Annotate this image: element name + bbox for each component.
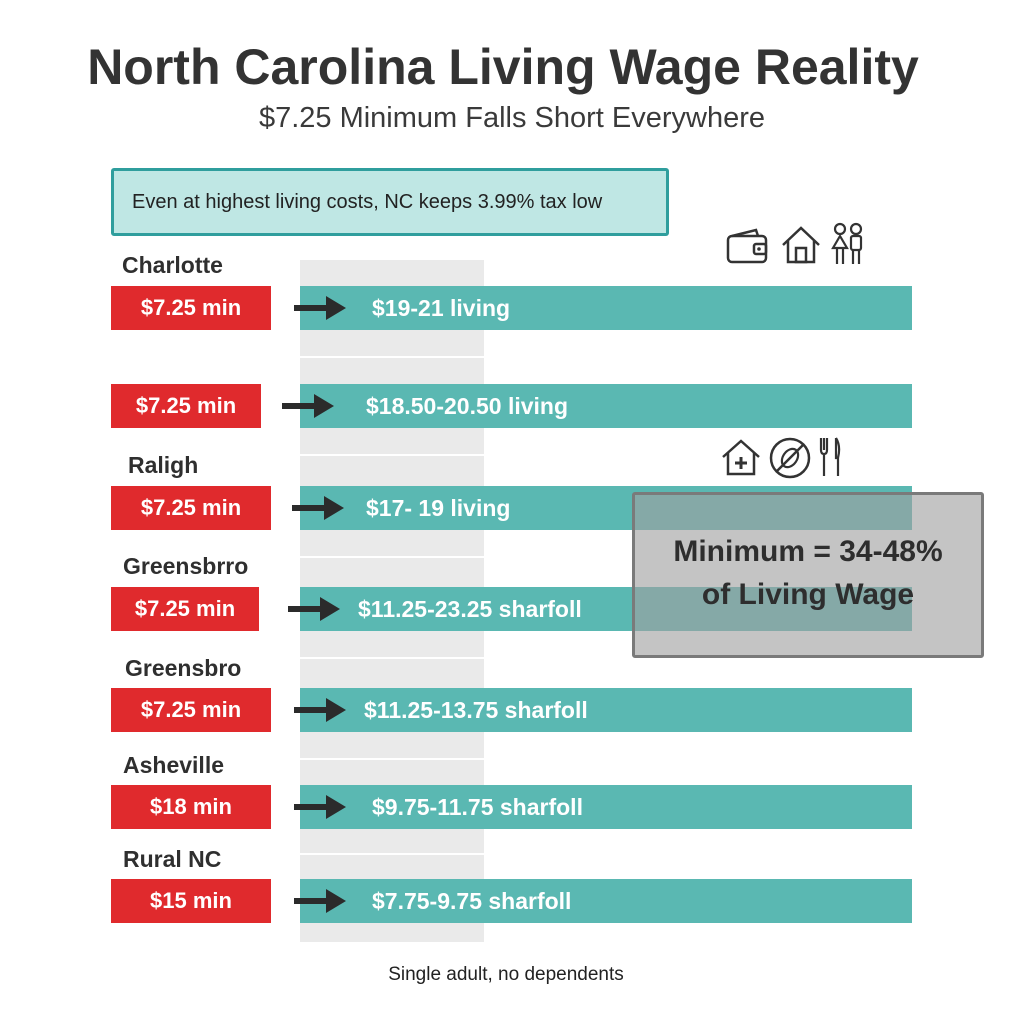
minimum-wage-bar: $18 min xyxy=(111,785,271,829)
living-wage-bar xyxy=(300,688,912,732)
minimum-wage-bar: $7.25 min xyxy=(111,286,271,330)
city-label: Asheville xyxy=(123,752,224,778)
minimum-wage-bar: $7.25 min xyxy=(111,486,271,530)
fork-knife-icon xyxy=(819,437,841,476)
no-food-icon xyxy=(769,437,811,479)
living-wage-bar xyxy=(300,785,912,829)
guide-tick-line xyxy=(300,556,484,558)
guide-tick-line xyxy=(300,356,484,358)
living-wage-label: $11.25-23.25 sharfoll xyxy=(358,596,582,622)
arrow-icon xyxy=(292,496,344,520)
living-wage-bar xyxy=(300,384,912,428)
guide-tick-line xyxy=(300,758,484,760)
ratio-overlay-line1: Minimum = 34-48% xyxy=(673,535,943,568)
arrow-icon xyxy=(294,795,346,819)
arrow-icon xyxy=(288,597,340,621)
guide-tick-line xyxy=(300,853,484,855)
city-label: Charlotte xyxy=(122,252,223,278)
footnote: Single adult, no dependents xyxy=(388,964,624,985)
minimum-wage-bar: $7.25 min xyxy=(111,587,259,631)
minimum-wage-bar: $7.25 min xyxy=(111,688,271,732)
minimum-wage-bar: $15 min xyxy=(111,879,271,923)
ratio-overlay-text: Minimum = 34-48% of Living Wage xyxy=(632,530,984,616)
city-label: Greensbrro xyxy=(123,553,249,579)
family-icon xyxy=(831,222,863,264)
living-wage-label: $9.75-11.75 sharfoll xyxy=(372,794,583,820)
arrow-icon xyxy=(294,296,346,320)
arrow-icon xyxy=(294,698,346,722)
page-title: North Carolina Living Wage Reality xyxy=(87,39,919,95)
living-wage-label: $7.75-9.75 sharfoll xyxy=(372,888,572,914)
house-icon xyxy=(782,226,820,264)
arrow-icon xyxy=(282,394,334,418)
tax-callout-box: Even at highest living costs, NC keeps 3… xyxy=(111,168,669,236)
living-wage-label: $18.50-20.50 living xyxy=(366,393,569,419)
guide-tick-line xyxy=(300,657,484,659)
guide-tick-line xyxy=(300,454,484,456)
living-wage-bar xyxy=(300,879,912,923)
ratio-overlay-box xyxy=(632,492,984,658)
living-wage-label: $19-21 living xyxy=(372,295,511,321)
living-wage-bar xyxy=(300,286,912,330)
living-wage-label: $11.25-13.75 sharfoll xyxy=(364,697,588,723)
wallet-icon xyxy=(726,228,768,264)
tax-callout-text: Even at highest living costs, NC keeps 3… xyxy=(132,190,603,213)
city-label: Rural NC xyxy=(123,846,222,872)
arrow-icon xyxy=(294,889,346,913)
ratio-overlay-line2: of Living Wage xyxy=(701,578,915,611)
medical-house-icon xyxy=(722,439,760,476)
city-label: Greensbro xyxy=(125,655,242,681)
living-wage-label: $17- 19 living xyxy=(366,495,511,521)
page-subtitle: $7.25 Minimum Falls Short Everywhere xyxy=(258,102,766,134)
city-label: Raligh xyxy=(128,452,199,478)
minimum-wage-bar: $7.25 min xyxy=(111,384,261,428)
